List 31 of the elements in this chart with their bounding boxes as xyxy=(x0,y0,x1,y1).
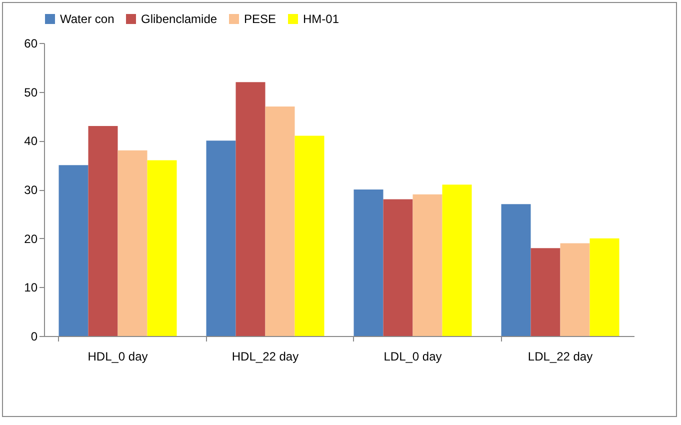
legend-label: Glibenclamide xyxy=(141,12,218,26)
bar xyxy=(354,190,384,336)
bar xyxy=(88,126,118,336)
x-tick-label: HDL_0 day xyxy=(88,350,148,364)
y-tick-label: 10 xyxy=(24,280,38,295)
bar xyxy=(265,106,295,336)
bar xyxy=(501,204,531,336)
bar xyxy=(560,243,590,336)
y-tick-label: 0 xyxy=(30,330,38,344)
bar xyxy=(118,150,148,336)
bar xyxy=(590,238,620,336)
x-tick-label: HDL_22 day xyxy=(232,350,299,364)
bar xyxy=(412,194,442,336)
bar xyxy=(206,140,236,336)
legend-label: Water con xyxy=(60,12,114,26)
y-tick-label: 40 xyxy=(24,134,38,148)
bar xyxy=(147,160,177,336)
bar xyxy=(530,248,560,336)
bar xyxy=(236,82,266,336)
legend-label: HM-01 xyxy=(303,12,340,26)
y-tick-label: 50 xyxy=(24,85,38,100)
bar xyxy=(58,165,88,336)
x-tick-label: LDL_22 day xyxy=(528,350,593,364)
legend-label: PESE xyxy=(244,12,276,26)
bar xyxy=(442,184,472,336)
y-tick-label: 60 xyxy=(24,36,38,50)
bar xyxy=(383,199,413,336)
y-tick-label: 20 xyxy=(24,232,38,246)
y-tick-label: 30 xyxy=(24,183,38,197)
bar xyxy=(294,136,324,336)
x-tick-label: LDL_0 day xyxy=(384,350,442,364)
